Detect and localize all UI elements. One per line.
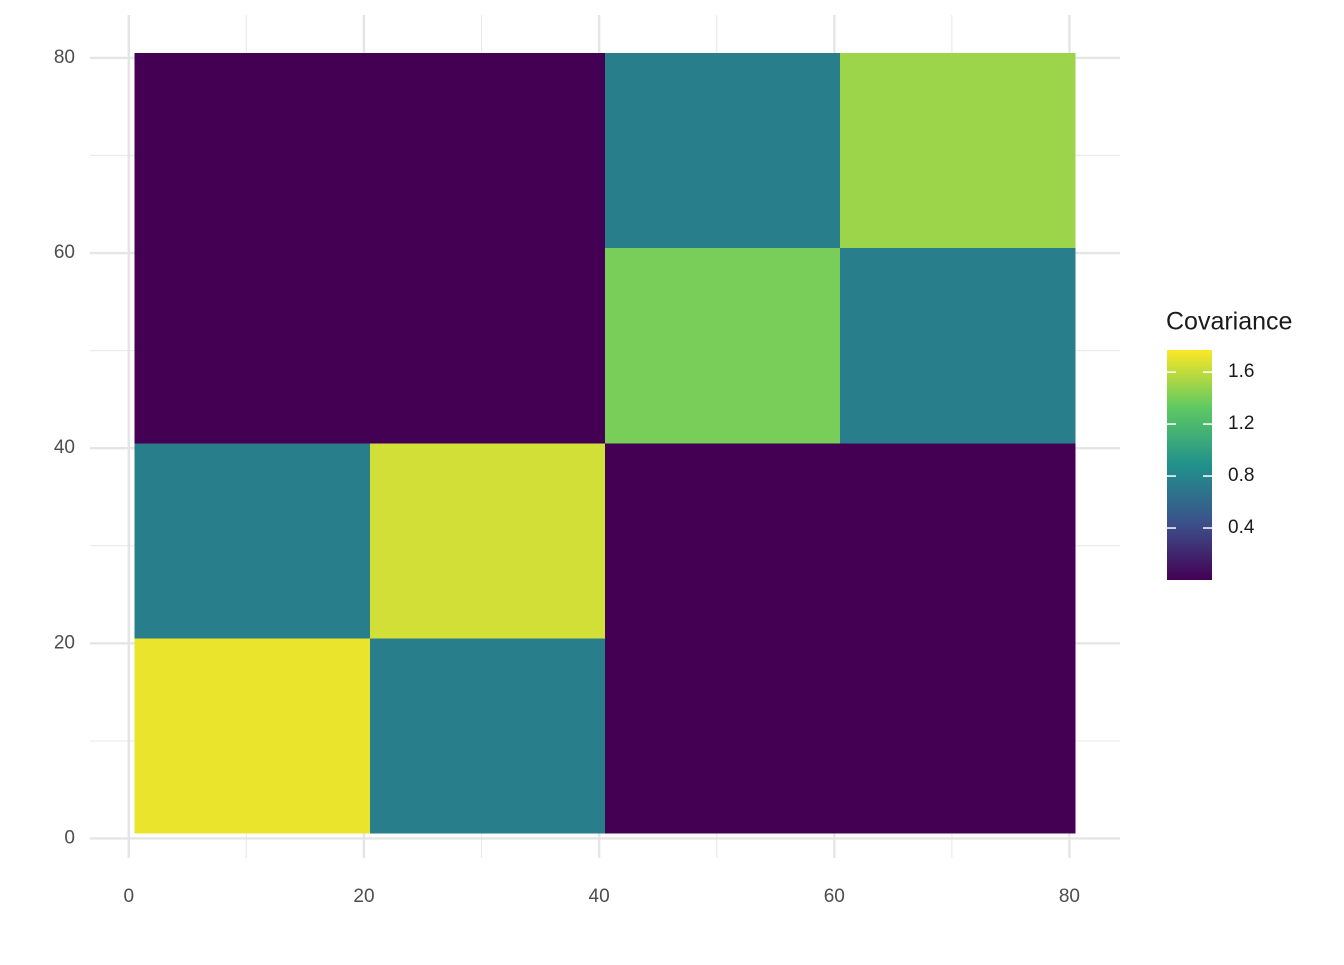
x-tick-label: 80	[1059, 886, 1080, 907]
colorbar	[1167, 350, 1212, 580]
heatmap-cell	[605, 53, 841, 249]
x-tick-label: 0	[124, 886, 135, 907]
x-tick-label: 60	[824, 886, 845, 907]
heatmap-cell	[134, 53, 370, 249]
heatmap-cell	[605, 443, 841, 639]
heatmap-cell	[134, 443, 370, 639]
heatmap-cell	[605, 638, 841, 834]
heatmap-cell	[840, 248, 1076, 444]
heatmap-cell	[605, 248, 841, 444]
colorbar-tick-label: 1.6	[1228, 361, 1254, 382]
heatmap-cell	[369, 53, 605, 249]
heatmap-cell	[840, 53, 1076, 249]
colorbar-tick-label: 1.2	[1228, 413, 1254, 434]
legend-title: Covariance	[1166, 308, 1292, 336]
heatmap-cell	[134, 638, 370, 834]
heatmap-cell	[840, 638, 1076, 834]
y-tick-label: 0	[64, 828, 75, 849]
y-tick-label: 80	[54, 47, 75, 68]
x-tick-label: 40	[589, 886, 610, 907]
heatmap-cell	[369, 248, 605, 444]
heatmap-cell	[134, 248, 370, 444]
y-tick-label: 40	[54, 437, 75, 458]
legend: Covariance 0.4 0.8 1.2 1.6	[1166, 308, 1292, 580]
y-tick-label: 20	[54, 632, 75, 653]
heatmap-cell	[840, 443, 1076, 639]
colorbar-tick-label: 0.8	[1228, 465, 1254, 486]
colorbar-tick-label: 0.4	[1228, 517, 1255, 538]
x-tick-label: 20	[353, 886, 374, 907]
y-tick-label: 60	[54, 242, 75, 263]
cells	[134, 53, 1076, 834]
heatmap-cell	[369, 638, 605, 834]
axes: 0 20 40 60 80 0 20 40 60 80	[54, 47, 1080, 907]
heatmap-cell	[369, 443, 605, 639]
